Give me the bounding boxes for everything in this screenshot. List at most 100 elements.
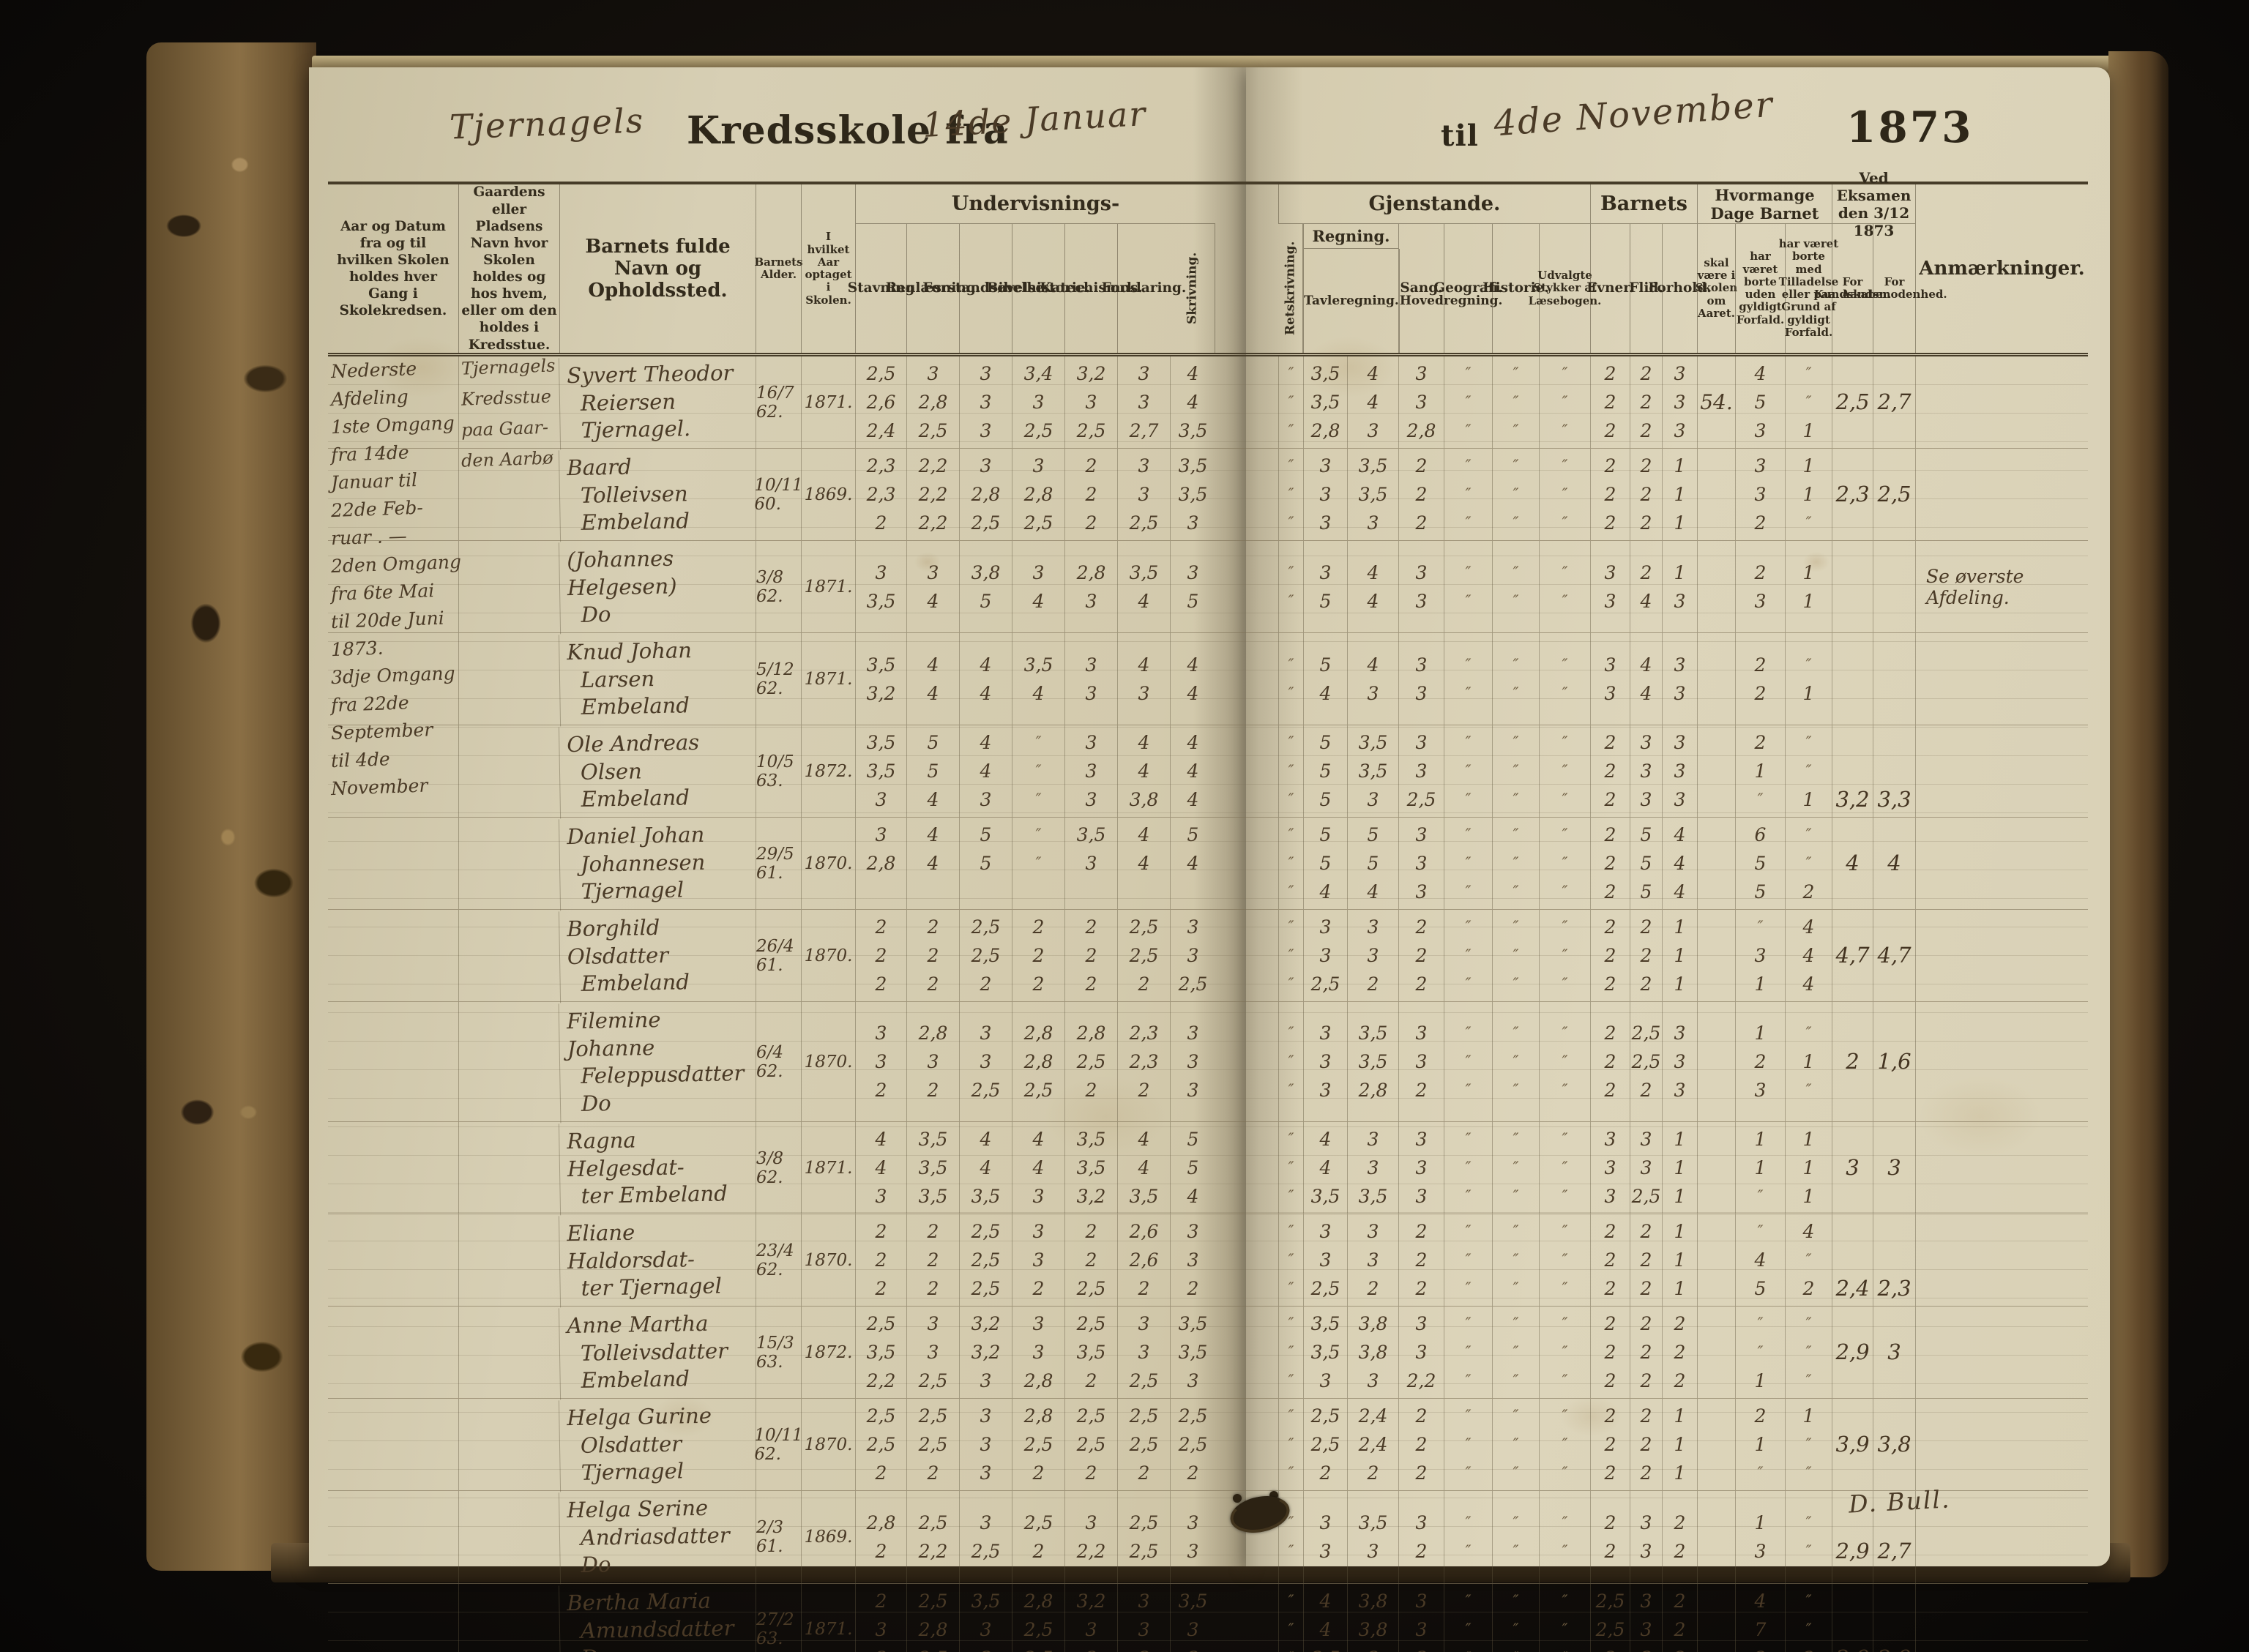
grade-value: [1873, 728, 1915, 757]
grade-value: 2,5: [1023, 420, 1053, 442]
grade-value: [856, 878, 906, 906]
grade-value: ″: [1513, 1541, 1519, 1560]
grade-value: ″: [1288, 1407, 1294, 1425]
student-row: Helga Gurine Olsdatter Tjernagel 10/11 62.…: [328, 1397, 2088, 1492]
grade-value: 2,5: [1178, 973, 1208, 995]
grade-cell: 3,5 3,5 3,5: [906, 1122, 959, 1214]
binding-gap: [1215, 184, 1278, 353]
grade-value: 2: [1604, 881, 1616, 903]
col-header-flid: Flid.: [1629, 224, 1663, 353]
grade-value: [1873, 1367, 1915, 1395]
grade-value: ″: [1562, 1372, 1568, 1390]
grade-value: [1832, 679, 1873, 708]
grade-value: 5: [1319, 732, 1332, 754]
grade-value: 3: [1754, 1540, 1767, 1562]
grade-cell: ″ ″ ″: [1492, 449, 1539, 541]
remark-cell: [1915, 1491, 2088, 1583]
grade-value: [1873, 1246, 1915, 1274]
grade-value: 2: [927, 1462, 939, 1484]
grade-value: 3,5: [1178, 420, 1208, 442]
student-age: 10/11 62.: [754, 1399, 803, 1491]
grade-value: 1: [1674, 1221, 1686, 1243]
grade-value: 2: [1415, 1434, 1428, 1456]
grade-value: ″: [1562, 1343, 1568, 1361]
grade-cell: 2,8 2,5 2: [1012, 1399, 1064, 1491]
grade-value: [1698, 821, 1735, 849]
grade-value: [1698, 1246, 1735, 1274]
grade-cell: ″ ″ ″: [1492, 1214, 1539, 1307]
margin-cell: [328, 1002, 458, 1121]
student-name-line: Ole Andreas: [567, 730, 700, 758]
gaard-cell: [458, 1122, 559, 1214]
grade-value: 2: [927, 1278, 939, 1300]
grade-value: 3: [1754, 1080, 1767, 1102]
grade-value: ″: [1805, 826, 1812, 844]
grade-value: 4: [1138, 1157, 1150, 1179]
grade-value: ″: [1465, 1159, 1472, 1177]
grade-cell: 2,4 2,4 2: [1347, 1399, 1398, 1491]
grade-value: 2: [1663, 1644, 1697, 1652]
grade-cell: 1 1 1: [1662, 1214, 1697, 1307]
grade-value: ″: [1288, 826, 1294, 844]
grade-value: 3,9: [1835, 1432, 1870, 1457]
grade-value: 2: [1604, 1370, 1616, 1392]
student-age: 3/8 62.: [756, 1122, 801, 1214]
grade-value: ″: [1562, 733, 1568, 752]
grade-value: 2: [1085, 916, 1097, 938]
binding-gap: [1215, 910, 1278, 1001]
grade-cell: 3 3 2,5: [1630, 1122, 1662, 1214]
grade-value: 3: [960, 1644, 1012, 1652]
grade-value: 3: [1085, 789, 1097, 811]
grade-value: 3: [980, 1462, 992, 1484]
grade-value: ″: [1805, 1024, 1812, 1042]
grade-value: 2: [1640, 484, 1652, 506]
grade-value: [1873, 1309, 1915, 1338]
grade-value: [1832, 1402, 1873, 1430]
student-row: Eliane Haldorsdat-ter Tjernagel 23/4 62. 1…: [328, 1212, 2088, 1308]
grade-value: 3,5: [866, 760, 896, 782]
grade-value: ″: [1757, 1222, 1764, 1241]
location-note-line: Kredsstue: [460, 386, 552, 410]
grade-value: 7: [1754, 1618, 1767, 1640]
student-name-line: Embeland: [581, 969, 690, 997]
grade-cell: ″ ″ ″: [1539, 1122, 1590, 1214]
grade-value: ″: [1513, 1464, 1519, 1482]
grade-value: ″: [1562, 975, 1568, 993]
grade-value: 3,3: [1877, 787, 1912, 812]
grade-value: 1: [1754, 1511, 1767, 1533]
remark-cell: [1915, 1122, 2088, 1214]
grade-value: 4: [927, 682, 939, 704]
grade-value: ″: [1465, 1620, 1472, 1638]
gaard-cell: [458, 910, 559, 1002]
grade-value: 2,8: [1076, 561, 1106, 583]
grade-value: 5: [980, 853, 992, 875]
grade-cell: 3 3 3: [1630, 1583, 1662, 1652]
grade-value: 4: [1319, 682, 1332, 704]
student-row: Filemine Johanne Feleppusdatter Do 6/4 62.…: [328, 1001, 2088, 1124]
grade-value: 2: [927, 973, 939, 995]
grade-value: ″: [1288, 1279, 1294, 1298]
col-header-gaard: Gaardens eller Pladsens Navn hvor Skolen…: [458, 184, 559, 353]
grade-value: ″: [1513, 514, 1519, 532]
grade-value: ″: [1562, 655, 1568, 673]
grade-value: ″: [1757, 1187, 1764, 1206]
grade-cell: 2 2 2: [855, 910, 906, 1002]
grade-value: [1698, 728, 1735, 757]
grade-value: ″: [1805, 762, 1812, 780]
grade-cell: ″ ″ ″: [1492, 356, 1539, 449]
grade-cell: 2 2 2: [906, 1214, 959, 1307]
grade-value: 5: [1754, 853, 1767, 875]
grade-cell: 2 2 2: [1630, 449, 1662, 541]
grade-value: 1: [1674, 945, 1686, 967]
grade-value: ″: [1513, 563, 1519, 581]
grade-value: 2,5: [1129, 916, 1159, 938]
grade-value: 1: [1674, 1462, 1686, 1484]
grade-value: 3: [1674, 1051, 1686, 1073]
grade-value: ″: [1465, 733, 1472, 752]
grade-value: 3: [1367, 945, 1379, 967]
grade-value: 2: [1604, 1540, 1616, 1562]
grade-value: [1832, 509, 1873, 537]
